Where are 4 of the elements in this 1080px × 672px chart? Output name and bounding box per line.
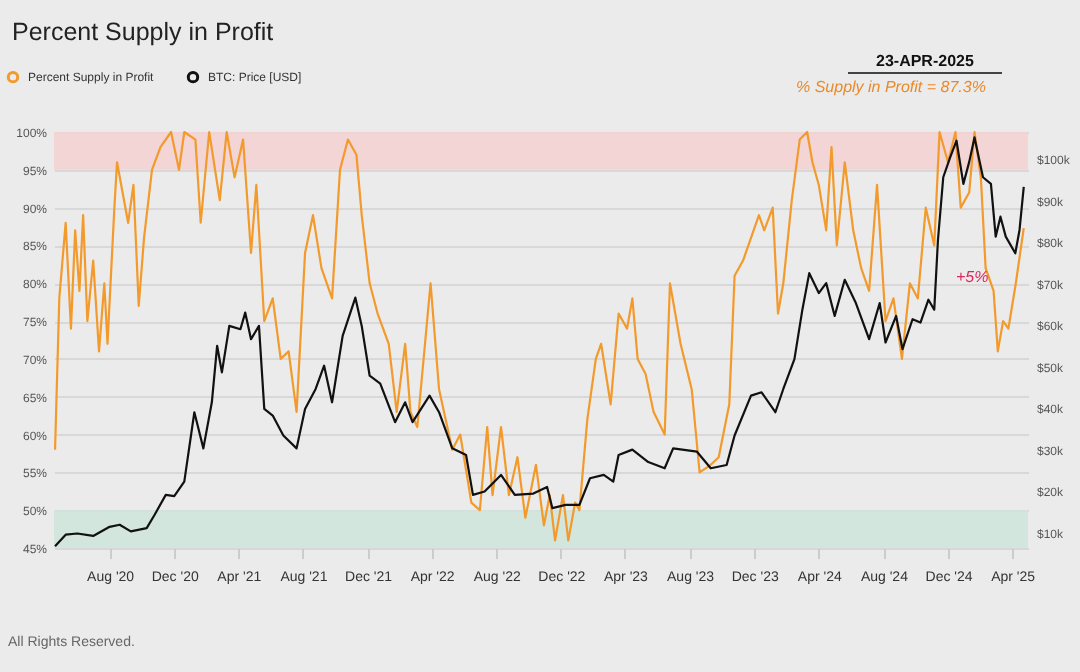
annotation: +5% xyxy=(956,268,989,286)
text: 23-APR-2025 xyxy=(848,52,1002,74)
chart-title: Percent Supply in Profit xyxy=(12,18,274,46)
text: % Supply in Profit = 87.3% xyxy=(796,78,986,96)
